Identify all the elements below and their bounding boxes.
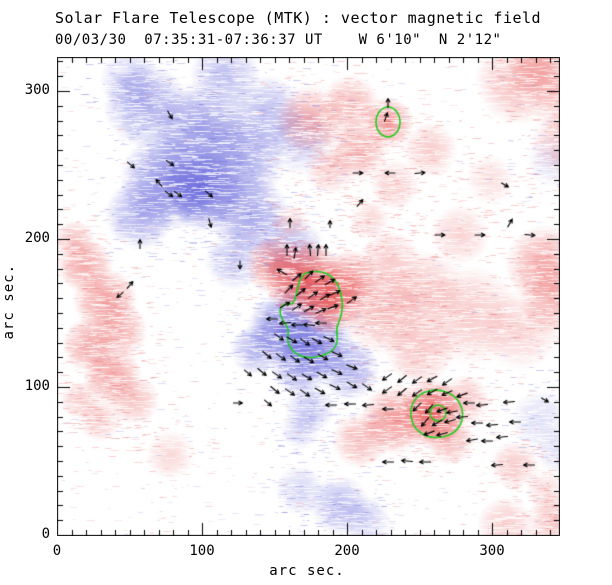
- y-tick-label: 100: [24, 378, 50, 394]
- magnetogram-canvas: [57, 57, 560, 536]
- x-axis-title: arc sec.: [269, 563, 345, 579]
- y-tick-label: 200: [24, 230, 50, 246]
- x-tick-label: 100: [189, 543, 215, 559]
- x-tick-label: 0: [52, 543, 62, 559]
- x-tick-label: 200: [334, 543, 360, 559]
- y-axis-title: arc sec.: [1, 264, 17, 340]
- y-tick-label: 300: [24, 82, 50, 98]
- x-tick-label: 300: [479, 543, 505, 559]
- plot-subtitle: 00/03/30 07:35:31-07:36:37 UT W 6'10" N …: [55, 32, 502, 48]
- plot-area: [57, 57, 560, 536]
- y-tick-label: 0: [41, 526, 50, 542]
- plot-title: Solar Flare Telescope (MTK) : vector mag…: [55, 9, 542, 27]
